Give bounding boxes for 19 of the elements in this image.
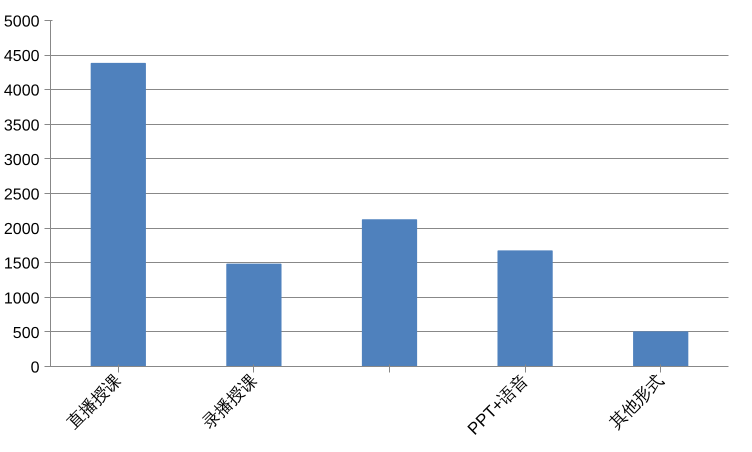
y-tick-label: 1000 bbox=[4, 290, 40, 308]
y-tick-label: 5000 bbox=[4, 14, 40, 30]
y-tick-label: 2000 bbox=[4, 221, 40, 238]
bar bbox=[226, 264, 282, 366]
y-tick-label: 0 bbox=[30, 360, 40, 376]
y-tick-label: 4500 bbox=[4, 48, 40, 66]
x-tick-label: 其他形式 bbox=[606, 370, 668, 432]
x-tick-label: 直播授课 bbox=[64, 370, 126, 432]
y-tick-label: 1500 bbox=[4, 256, 40, 273]
y-tick-label: 3000 bbox=[4, 152, 40, 169]
bar bbox=[633, 331, 688, 366]
bar bbox=[497, 250, 553, 366]
y-tick-label: 4000 bbox=[4, 82, 40, 100]
y-tick-label: 3500 bbox=[4, 117, 40, 134]
bar bbox=[362, 219, 418, 366]
y-tick-label: 2500 bbox=[4, 186, 40, 204]
bar bbox=[90, 62, 146, 366]
y-tick-label: 500 bbox=[12, 324, 40, 342]
x-tick-label: 录播授课 bbox=[199, 370, 261, 432]
